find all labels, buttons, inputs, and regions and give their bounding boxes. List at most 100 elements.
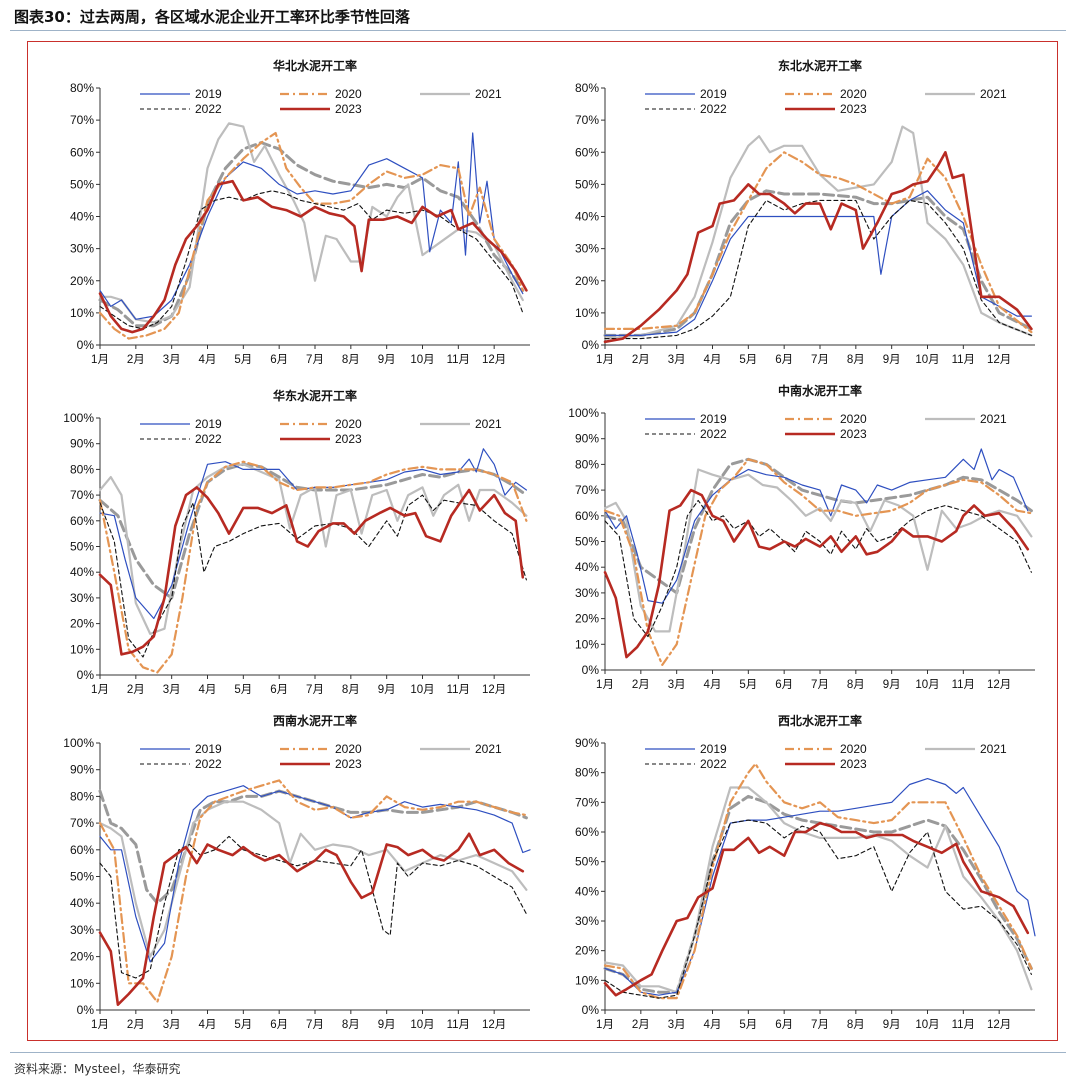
x-tick-label: 9月 <box>378 1019 396 1031</box>
x-tick-label: 9月 <box>883 354 901 366</box>
y-tick-label: 50% <box>70 177 94 191</box>
y-tick-label: 40% <box>70 565 94 579</box>
x-tick-label: 2月 <box>127 1019 145 1031</box>
chart-title: 中南水泥开工率 <box>778 383 862 398</box>
x-tick-label: 12月 <box>987 354 1011 366</box>
legend-label-2019: 2019 <box>195 87 222 101</box>
y-tick-label: 90% <box>70 437 94 451</box>
x-tick-label: 10月 <box>915 679 939 691</box>
series-line-2020 <box>603 151 1033 334</box>
series-line-2022 <box>99 494 527 658</box>
y-tick-label: 70% <box>575 483 599 497</box>
y-tick-label: 10% <box>575 973 599 987</box>
legend-label-2021: 2021 <box>475 742 502 756</box>
y-tick-label: 60% <box>70 514 94 528</box>
y-tick-label: 70% <box>575 795 599 809</box>
x-tick-label: 4月 <box>704 354 722 366</box>
y-tick-label: 30% <box>575 242 599 256</box>
series-line-2022 <box>604 199 1032 340</box>
x-tick-label: 1月 <box>596 354 614 366</box>
series-line-2022 <box>604 819 1032 999</box>
y-tick-label: 30% <box>575 586 599 600</box>
x-tick-label: 2月 <box>127 684 145 696</box>
legend-label-2022: 2022 <box>195 432 222 446</box>
y-tick-label: 40% <box>70 210 94 224</box>
x-tick-label: 12月 <box>987 679 1011 691</box>
x-tick-label: 9月 <box>378 354 396 366</box>
legend-label-2023: 2023 <box>335 432 362 446</box>
legend-label-2022: 2022 <box>195 102 222 116</box>
chart-legend: 2019 2020 2021 2022 2023 <box>140 742 502 771</box>
y-tick-label: 100% <box>63 736 94 750</box>
y-tick-label: 60% <box>575 825 599 839</box>
chart-title: 华北水泥开工率 <box>273 58 357 73</box>
figure-title: 过去两周，各区域水泥企业开工率环比季节性回落 <box>79 8 410 26</box>
x-tick-label: 8月 <box>847 1019 865 1031</box>
legend-label-2020: 2020 <box>335 87 362 101</box>
series-line-2019 <box>99 785 531 963</box>
figure-label: 图表30： <box>14 8 80 26</box>
x-tick-label: 5月 <box>234 354 252 366</box>
legend-label-2020: 2020 <box>840 87 867 101</box>
x-tick-label: 11月 <box>952 679 975 691</box>
y-tick-label: 20% <box>70 950 94 964</box>
source-note: 资料来源：Mysteel，华泰研究 <box>14 1062 181 1076</box>
x-tick-label: 2月 <box>632 1019 650 1031</box>
y-tick-label: 90% <box>575 432 599 446</box>
y-tick-label: 40% <box>575 884 599 898</box>
footer-rule <box>10 1052 1066 1053</box>
series-line-avg <box>603 457 1033 595</box>
legend-label-2023: 2023 <box>335 757 362 771</box>
chart-title: 东北水泥开工率 <box>778 58 862 73</box>
y-tick-label: 100% <box>63 411 94 425</box>
y-tick-label: 20% <box>70 617 94 631</box>
y-tick-label: 70% <box>70 488 94 502</box>
x-tick-label: 10月 <box>915 354 939 366</box>
y-tick-label: 10% <box>70 306 94 320</box>
y-tick-label: 90% <box>575 736 599 750</box>
x-tick-label: 3月 <box>668 1019 686 1031</box>
series-line-2023 <box>603 488 1030 659</box>
chart-title: 西北水泥开工率 <box>778 713 862 728</box>
x-tick-label: 9月 <box>883 1019 901 1031</box>
x-tick-label: 10月 <box>410 684 434 696</box>
y-tick-label: 50% <box>70 870 94 884</box>
series-line-2020 <box>98 131 524 340</box>
x-tick-label: 5月 <box>234 684 252 696</box>
x-tick-label: 4月 <box>704 679 722 691</box>
x-tick-label: 7月 <box>811 1019 829 1031</box>
y-tick-label: 90% <box>70 763 94 777</box>
chart-legend: 2019 2020 2021 2022 2023 <box>140 87 502 116</box>
x-tick-label: 5月 <box>739 1019 757 1031</box>
y-tick-label: 80% <box>575 81 599 95</box>
x-tick-label: 1月 <box>91 684 109 696</box>
x-tick-label: 7月 <box>811 354 829 366</box>
legend-label-2021: 2021 <box>475 87 502 101</box>
y-tick-label: 70% <box>70 816 94 830</box>
x-tick-label: 1月 <box>91 354 109 366</box>
x-tick-label: 8月 <box>342 684 360 696</box>
legend-label-2019: 2019 <box>700 742 727 756</box>
y-tick-label: 40% <box>575 560 599 574</box>
series-line-2020 <box>603 458 1033 666</box>
chart-title: 华东水泥开工率 <box>273 388 357 403</box>
x-tick-label: 12月 <box>482 354 506 366</box>
legend-label-2021: 2021 <box>980 412 1007 426</box>
legend-label-2022: 2022 <box>700 757 727 771</box>
chart-title: 西南水泥开工率 <box>273 713 357 728</box>
series-line-2020 <box>98 779 528 1004</box>
legend-label-2019: 2019 <box>700 87 727 101</box>
header-rule <box>10 30 1066 31</box>
chart-xinan: 西南水泥开工率 0% 10% 20% 30% 40% 50% 60% 70% 80% 90% 100%… <box>63 713 531 1031</box>
x-tick-label: 7月 <box>811 679 829 691</box>
y-tick-label: 0% <box>582 338 600 352</box>
y-tick-label: 10% <box>70 976 94 990</box>
y-tick-label: 80% <box>70 81 94 95</box>
chart-legend: 2019 2020 2021 2022 2023 <box>645 742 1007 771</box>
y-tick-label: 50% <box>575 535 599 549</box>
y-tick-label: 50% <box>70 540 94 554</box>
y-tick-label: 10% <box>70 642 94 656</box>
y-tick-label: 60% <box>70 145 94 159</box>
chart-dongbei: 东北水泥开工率 0% 10% 20% 30% 40% 50% 60% 70% 80% 1月 2月 3月 4… <box>575 58 1035 366</box>
x-tick-label: 7月 <box>306 684 324 696</box>
